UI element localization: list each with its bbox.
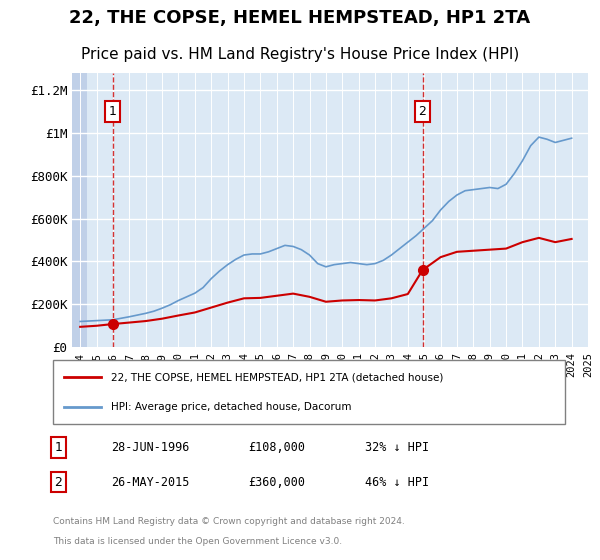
Text: This data is licensed under the Open Government Licence v3.0.: This data is licensed under the Open Gov…	[53, 537, 343, 547]
FancyBboxPatch shape	[53, 361, 565, 424]
Text: 1: 1	[109, 105, 117, 118]
Text: 2: 2	[55, 475, 62, 488]
Text: Price paid vs. HM Land Registry's House Price Index (HPI): Price paid vs. HM Land Registry's House …	[81, 47, 519, 62]
Text: Contains HM Land Registry data © Crown copyright and database right 2024.: Contains HM Land Registry data © Crown c…	[53, 517, 405, 526]
Text: 26-MAY-2015: 26-MAY-2015	[112, 475, 190, 488]
Text: HPI: Average price, detached house, Dacorum: HPI: Average price, detached house, Daco…	[112, 402, 352, 412]
Text: 46% ↓ HPI: 46% ↓ HPI	[365, 475, 429, 488]
Text: £108,000: £108,000	[248, 441, 305, 454]
Text: 2: 2	[419, 105, 427, 118]
Text: 22, THE COPSE, HEMEL HEMPSTEAD, HP1 2TA: 22, THE COPSE, HEMEL HEMPSTEAD, HP1 2TA	[70, 9, 530, 27]
Text: 28-JUN-1996: 28-JUN-1996	[112, 441, 190, 454]
Text: £360,000: £360,000	[248, 475, 305, 488]
Bar	[72, 73, 87, 347]
Text: 22, THE COPSE, HEMEL HEMPSTEAD, HP1 2TA (detached house): 22, THE COPSE, HEMEL HEMPSTEAD, HP1 2TA …	[112, 372, 444, 382]
Text: 1: 1	[55, 441, 62, 454]
Text: 32% ↓ HPI: 32% ↓ HPI	[365, 441, 429, 454]
